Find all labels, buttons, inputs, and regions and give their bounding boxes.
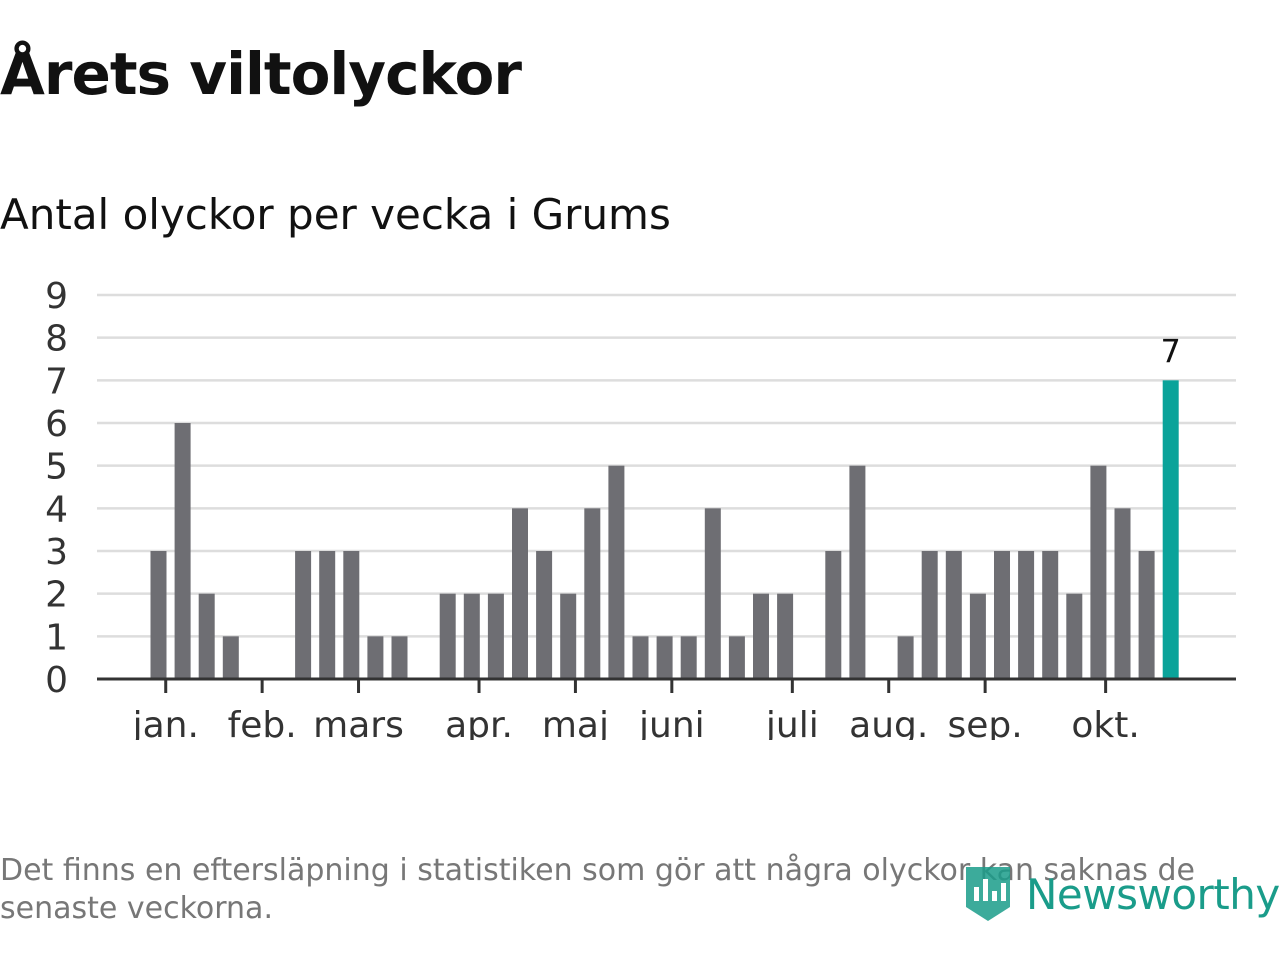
bar <box>680 636 697 679</box>
y-tick-label: 2 <box>45 575 68 616</box>
bar <box>343 551 360 679</box>
newsworthy-logo-icon <box>966 867 1010 921</box>
y-tick-label: 7 <box>45 361 68 402</box>
chart-title: Årets viltolyckor <box>0 40 522 108</box>
y-tick-label: 5 <box>45 447 68 488</box>
bar <box>632 636 649 679</box>
bar <box>945 551 962 679</box>
bar <box>1138 551 1155 679</box>
bar <box>849 465 866 679</box>
x-tick-label: feb. <box>228 705 297 740</box>
gridlines <box>97 293 1236 638</box>
bar <box>295 551 312 679</box>
bar <box>1066 593 1083 679</box>
x-tick-label: apr. <box>445 705 513 740</box>
bar <box>704 508 721 679</box>
x-tick-label: jan. <box>132 705 199 740</box>
x-tick-label: juni <box>638 705 705 740</box>
bar <box>439 593 456 679</box>
bar <box>512 508 528 679</box>
bar <box>825 551 842 679</box>
bar <box>560 593 577 679</box>
bar <box>487 593 504 679</box>
bar <box>319 551 336 679</box>
y-tick-label: 9 <box>45 276 68 317</box>
bar <box>1114 508 1131 679</box>
bar <box>174 423 191 679</box>
data-labels: 7 <box>1161 332 1181 370</box>
chart-subtitle: Antal olyckor per vecka i Grums <box>0 190 671 239</box>
x-tick-label: okt. <box>1071 705 1139 740</box>
newsworthy-logo: Newsworthy <box>962 862 1280 926</box>
bar <box>1042 551 1059 679</box>
x-tick-label: maj <box>542 705 609 740</box>
bar <box>1090 465 1107 679</box>
bar <box>536 551 553 679</box>
bar <box>463 593 480 679</box>
y-tick-label: 4 <box>45 489 68 530</box>
bar <box>921 551 938 679</box>
bar <box>777 593 794 679</box>
bar <box>150 551 167 679</box>
bar <box>222 636 239 679</box>
x-tick-label: sep. <box>948 705 1023 740</box>
bar <box>753 593 769 679</box>
y-tick-label: 6 <box>45 404 68 445</box>
x-tick-label: aug. <box>849 705 928 740</box>
y-tick-label: 1 <box>45 617 68 658</box>
bar <box>656 636 673 679</box>
bar <box>198 593 215 679</box>
bar-highlight <box>1162 380 1179 679</box>
bar <box>994 551 1010 679</box>
bar <box>367 636 384 679</box>
y-tick-label: 0 <box>45 660 68 701</box>
bar <box>728 636 745 679</box>
x-axis <box>97 677 1236 693</box>
y-tick-label: 8 <box>45 319 68 360</box>
x-tick-label: juli <box>765 705 819 740</box>
bar <box>897 636 914 679</box>
bar <box>584 508 601 679</box>
data-label: 7 <box>1161 332 1181 370</box>
brand-name: Newsworthy <box>1026 869 1280 919</box>
bars <box>150 380 1179 679</box>
month-labels: jan. feb. mars apr. maj juni juli aug. sep. okt. <box>132 705 1140 740</box>
y-tick-label: 3 <box>45 532 68 573</box>
bar <box>1018 551 1035 679</box>
bar <box>969 593 986 679</box>
bar <box>608 465 625 679</box>
x-tick-label: mars <box>313 705 404 740</box>
bar <box>391 636 408 679</box>
